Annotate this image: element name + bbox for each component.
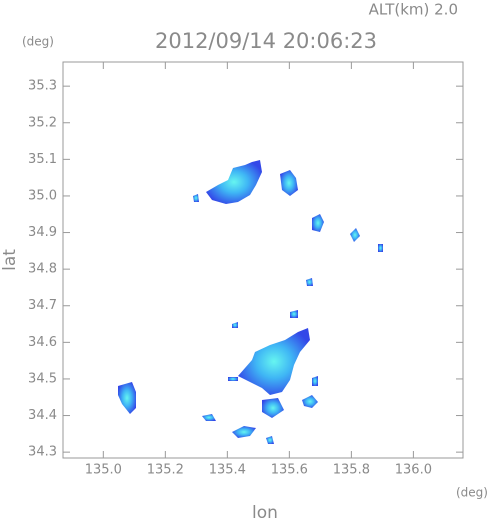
y-unit: (deg) (22, 35, 54, 49)
plot-frame (62, 61, 464, 459)
echo (232, 426, 256, 438)
echo (312, 376, 318, 386)
echo (232, 322, 238, 328)
y-tick-label: 34.9 (28, 225, 57, 240)
echo (378, 244, 383, 252)
echo (302, 395, 318, 408)
echo (193, 194, 199, 202)
y-tick-label: 35.1 (28, 152, 57, 167)
x-axis-label: lon (252, 503, 278, 521)
x-unit: (deg) (456, 486, 488, 500)
y-tick-label: 34.4 (28, 408, 57, 423)
y-tick-label: 34.5 (28, 371, 57, 386)
echo-field (118, 160, 383, 444)
y-tick-label: 34.7 (28, 298, 57, 313)
y-tick-label: 34.3 (28, 445, 57, 460)
y-tick-label: 35.3 (28, 79, 57, 94)
subtitle: ALT(km) 2.0 (369, 1, 458, 19)
echo (238, 328, 310, 395)
x-tick-label: 135.0 (85, 463, 122, 478)
x-tick-label: 136.0 (395, 463, 432, 478)
x-tick-label: 135.2 (147, 463, 184, 478)
echo (206, 160, 262, 204)
y-tick-label: 35.2 (28, 115, 57, 130)
x-tick-label: 135.4 (209, 463, 246, 478)
echo (266, 436, 274, 444)
chart-title: 2012/09/14 20:06:23 (155, 29, 377, 53)
echo (290, 310, 298, 318)
y-tick-label: 34.6 (28, 335, 57, 350)
y-axis-label: lat (0, 249, 20, 271)
y-tick-label: 35.0 (28, 188, 57, 203)
echo (350, 228, 360, 242)
echo (306, 278, 313, 286)
echo (228, 377, 238, 381)
y-tick-label: 34.8 (28, 262, 57, 277)
echo (312, 214, 324, 232)
echo (280, 170, 298, 196)
x-tick-label: 135.8 (333, 463, 370, 478)
x-tick-label: 135.6 (271, 463, 308, 478)
echo (202, 414, 216, 421)
echo (118, 382, 136, 414)
echo (262, 398, 284, 418)
